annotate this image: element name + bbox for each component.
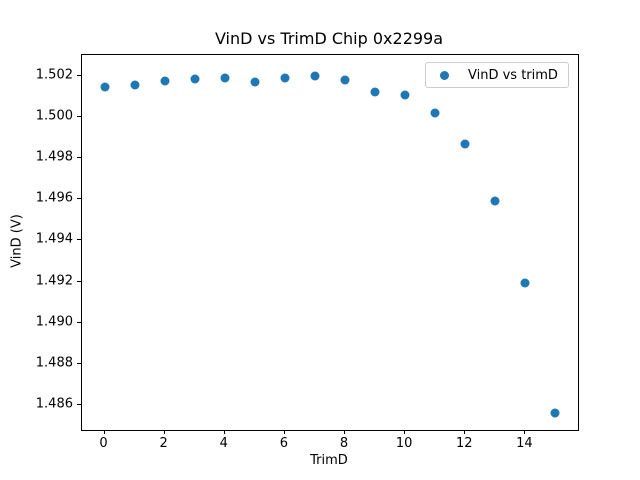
scatter-point [550, 408, 560, 418]
legend-marker-icon [440, 70, 449, 80]
x-tick-mark [103, 430, 105, 434]
y-tick-label: 1.500 [35, 108, 73, 124]
scatter-point [280, 73, 290, 83]
scatter-point [160, 76, 170, 86]
y-tick-mark [77, 363, 81, 365]
scatter-point [460, 139, 470, 149]
scatter-point [430, 108, 440, 118]
x-tick-mark [524, 430, 526, 434]
x-tick-mark [163, 430, 165, 434]
x-tick-label: 6 [279, 436, 289, 451]
scatter-point [520, 278, 530, 288]
chart-title: VinD vs TrimD Chip 0x2299a [214, 29, 444, 48]
y-tick-label: 1.488 [35, 355, 73, 371]
x-tick-label: 8 [339, 436, 349, 451]
x-tick-label: 10 [395, 436, 413, 451]
y-tick-mark [77, 198, 81, 200]
y-tick-mark [77, 74, 81, 76]
x-tick-mark [283, 430, 285, 434]
x-tick-label: 4 [219, 436, 228, 451]
scatter-point [250, 77, 260, 87]
x-tick-label: 0 [99, 436, 108, 451]
scatter-point [490, 196, 500, 206]
y-tick-mark [77, 280, 81, 282]
x-tick-mark [344, 430, 346, 434]
x-tick-label: 12 [455, 436, 473, 451]
x-tick-mark [464, 430, 466, 434]
scatter-point [310, 71, 320, 81]
scatter-point [190, 74, 200, 84]
legend-label: VinD vs trimD [468, 67, 558, 83]
y-tick-label: 1.486 [35, 396, 73, 412]
y-tick-label: 1.502 [35, 67, 73, 83]
y-tick-mark [77, 404, 81, 406]
scatter-point [130, 80, 140, 90]
y-tick-label: 1.496 [35, 190, 73, 206]
y-tick-mark [77, 115, 81, 117]
scatter-point [340, 75, 350, 85]
y-tick-mark [77, 157, 81, 159]
x-tick-label: 14 [516, 436, 533, 451]
scatter-point [220, 73, 230, 83]
scatter-point [370, 87, 380, 97]
scatter-point [100, 82, 110, 92]
x-tick-label: 2 [159, 436, 168, 451]
y-tick-mark [77, 239, 81, 241]
y-axis-label: VinD (V) [9, 214, 25, 268]
plot-area: VinD vs trimD [81, 54, 579, 431]
y-tick-label: 1.494 [35, 231, 73, 247]
x-tick-mark [404, 430, 406, 434]
x-tick-mark [223, 430, 225, 434]
y-tick-label: 1.490 [35, 314, 73, 330]
y-tick-mark [77, 321, 81, 323]
y-tick-label: 1.492 [35, 273, 73, 289]
y-tick-label: 1.498 [35, 149, 73, 165]
legend: VinD vs trimD [425, 62, 569, 88]
x-axis-label: TrimD [310, 453, 348, 468]
scatter-point [400, 90, 410, 100]
